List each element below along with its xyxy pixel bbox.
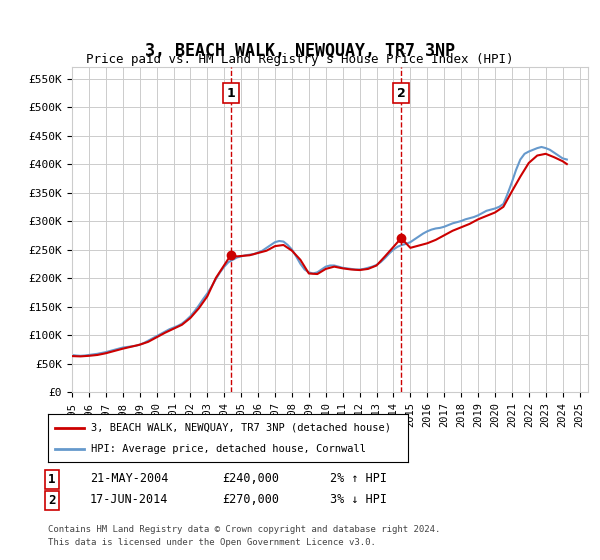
Text: 2: 2	[48, 494, 56, 507]
Text: 1: 1	[226, 87, 235, 100]
Text: 2: 2	[397, 87, 406, 100]
Text: 1: 1	[48, 473, 56, 486]
Text: 3, BEACH WALK, NEWQUAY, TR7 3NP (detached house): 3, BEACH WALK, NEWQUAY, TR7 3NP (detache…	[91, 423, 391, 433]
Text: £270,000: £270,000	[222, 493, 279, 506]
Text: This data is licensed under the Open Government Licence v3.0.: This data is licensed under the Open Gov…	[48, 538, 376, 547]
Text: 3% ↓ HPI: 3% ↓ HPI	[330, 493, 387, 506]
Text: 17-JUN-2014: 17-JUN-2014	[90, 493, 169, 506]
Text: 2% ↑ HPI: 2% ↑ HPI	[330, 472, 387, 485]
Text: 21-MAY-2004: 21-MAY-2004	[90, 472, 169, 485]
Text: Price paid vs. HM Land Registry's House Price Index (HPI): Price paid vs. HM Land Registry's House …	[86, 53, 514, 66]
Text: HPI: Average price, detached house, Cornwall: HPI: Average price, detached house, Corn…	[91, 444, 366, 454]
Text: 3, BEACH WALK, NEWQUAY, TR7 3NP: 3, BEACH WALK, NEWQUAY, TR7 3NP	[145, 42, 455, 60]
Text: £240,000: £240,000	[222, 472, 279, 485]
Text: Contains HM Land Registry data © Crown copyright and database right 2024.: Contains HM Land Registry data © Crown c…	[48, 525, 440, 534]
